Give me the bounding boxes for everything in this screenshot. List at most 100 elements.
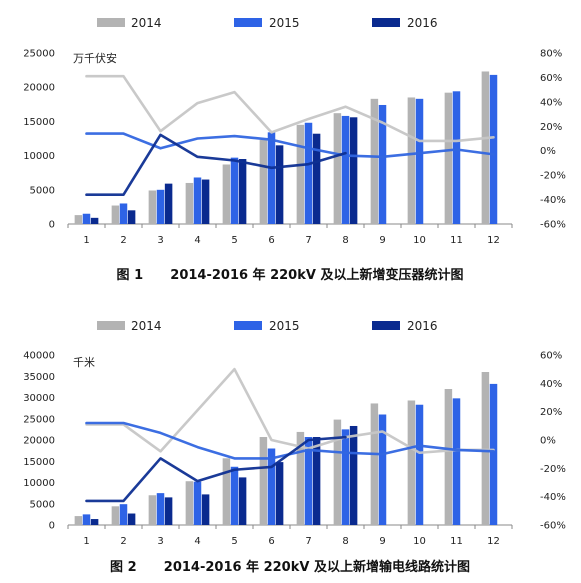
bar-2015-m2: [119, 203, 128, 224]
x-tick-label: 7: [305, 235, 311, 246]
bar-2015-m12: [489, 74, 498, 224]
legend-label-2016: 2016: [407, 319, 438, 333]
y2-tick-label: 0%: [540, 436, 556, 447]
bar-2016-m1: [90, 519, 99, 525]
bar-2016-m5: [238, 159, 247, 224]
y-tick-label: 20000: [23, 83, 55, 94]
bar-2015-m5: [230, 157, 239, 224]
bar-2014-m11: [444, 389, 453, 525]
growth-line-2014: [85, 74, 495, 143]
bar-2015-m5: [230, 466, 239, 525]
y-tick-label: 30000: [23, 393, 55, 404]
bar-2014-m11: [444, 92, 453, 224]
x-tick-label: 12: [487, 536, 500, 547]
bar-2016-m3: [164, 497, 173, 526]
bar-2014-m3: [148, 495, 157, 525]
bar-2016-m7: [312, 133, 321, 224]
x-tick-label: 2: [120, 235, 126, 246]
bar-2014-m12: [481, 71, 490, 224]
y-tick-label: 35000: [23, 372, 55, 383]
bar-2016-m5: [238, 477, 247, 525]
x-tick-label: 12: [487, 235, 500, 246]
bar-2015-m3: [156, 493, 165, 526]
y-tick-label: 5000: [30, 499, 55, 510]
bar-2015-m11: [452, 398, 461, 525]
chart-2: 2014 2015 2016 千米 0 5000 10000 15000 20000 25000 3…: [23, 319, 566, 575]
x-tick-label: 5: [231, 235, 237, 246]
legend-swatch-2014: [97, 321, 125, 330]
bar-2015-m11: [452, 91, 461, 224]
x-tick-label: 3: [157, 536, 163, 547]
bar-2014-m12: [481, 372, 490, 525]
x-tick-label: 1: [83, 235, 89, 246]
y2-tick-label: 20%: [540, 122, 562, 133]
bar-2015-m12: [489, 383, 498, 525]
bar-2015-m4: [193, 177, 202, 224]
bar-2015-m6: [267, 448, 276, 525]
bar-2014-m1: [74, 516, 83, 525]
unit-label: 千米: [73, 356, 95, 369]
bar-2015-m1: [82, 514, 91, 526]
legend-label-2014: 2014: [131, 16, 162, 30]
y-tick-label: 25000: [23, 49, 55, 60]
y2-tick-label: 0%: [540, 146, 556, 157]
chart-1: 2014 2015 2016 万千伏安 0 5000 10000 15000 20000 2500…: [23, 16, 566, 283]
y2-tick-label: -20%: [540, 464, 566, 475]
x-tick-label: 11: [450, 235, 463, 246]
bar-2016-m4: [201, 179, 210, 224]
x-tick-label: 6: [268, 536, 274, 547]
legend-swatch-2016: [372, 18, 400, 27]
bar-2016-m7: [312, 437, 321, 525]
x-tick-label: 2: [120, 536, 126, 547]
legend-swatch-2014: [97, 18, 125, 27]
y2-tick-label: 60%: [540, 351, 562, 362]
x-tick-label: 10: [413, 235, 426, 246]
growth-line-2014: [85, 367, 495, 455]
bar-2014-m7: [296, 431, 305, 525]
legend-label-2015: 2015: [269, 319, 300, 333]
legend-swatch-2015: [234, 321, 262, 330]
bar-2016-m2: [127, 513, 136, 525]
y2-tick-label: 40%: [540, 379, 562, 390]
y-tick-label: 25000: [23, 414, 55, 425]
x-tick-label: 4: [194, 235, 200, 246]
bar-2016-m2: [127, 210, 136, 224]
bar-2014-m4: [185, 481, 194, 525]
y2-tick-label: 60%: [540, 73, 562, 84]
bar-2016-m3: [164, 183, 173, 224]
bar-2014-m8: [333, 419, 342, 525]
x-tick-label: 8: [342, 536, 348, 547]
legend-swatch-2015: [234, 18, 262, 27]
x-tick-label: 4: [194, 536, 200, 547]
bar-2015-m7: [304, 122, 313, 224]
y2-tick-label: 40%: [540, 97, 562, 108]
bar-2014-m7: [296, 124, 305, 224]
bar-2014-m1: [74, 215, 83, 224]
bar-2014-m5: [222, 164, 231, 224]
x-tick-label: 7: [305, 536, 311, 547]
x-tick-label: 10: [413, 536, 426, 547]
bar-2015-m9: [378, 414, 387, 525]
bar-2014-m5: [222, 458, 231, 525]
x-tick-label: 9: [379, 536, 385, 547]
x-tick-label: 1: [83, 536, 89, 547]
bar-2014-m10: [407, 97, 416, 224]
legend-label-2015: 2015: [269, 16, 300, 30]
bar-2014-m6: [259, 139, 268, 224]
bar-2016-m1: [90, 217, 99, 224]
legend-label-2014: 2014: [131, 319, 162, 333]
bar-2016-m6: [275, 145, 284, 224]
bar-2014-m9: [370, 403, 379, 525]
bar-2014-m9: [370, 98, 379, 224]
bar-2014-m4: [185, 182, 194, 224]
bar-2015-m10: [415, 98, 424, 224]
bar-2015-m9: [378, 104, 387, 224]
bar-2015-m6: [267, 132, 276, 224]
bar-2014-m6: [259, 437, 268, 525]
bar-2015-m8: [341, 115, 350, 224]
x-tick-label: 3: [157, 235, 163, 246]
x-tick-label: 5: [231, 536, 237, 547]
x-tick-label: 6: [268, 235, 274, 246]
x-tick-label: 9: [379, 235, 385, 246]
unit-label: 万千伏安: [73, 51, 117, 65]
